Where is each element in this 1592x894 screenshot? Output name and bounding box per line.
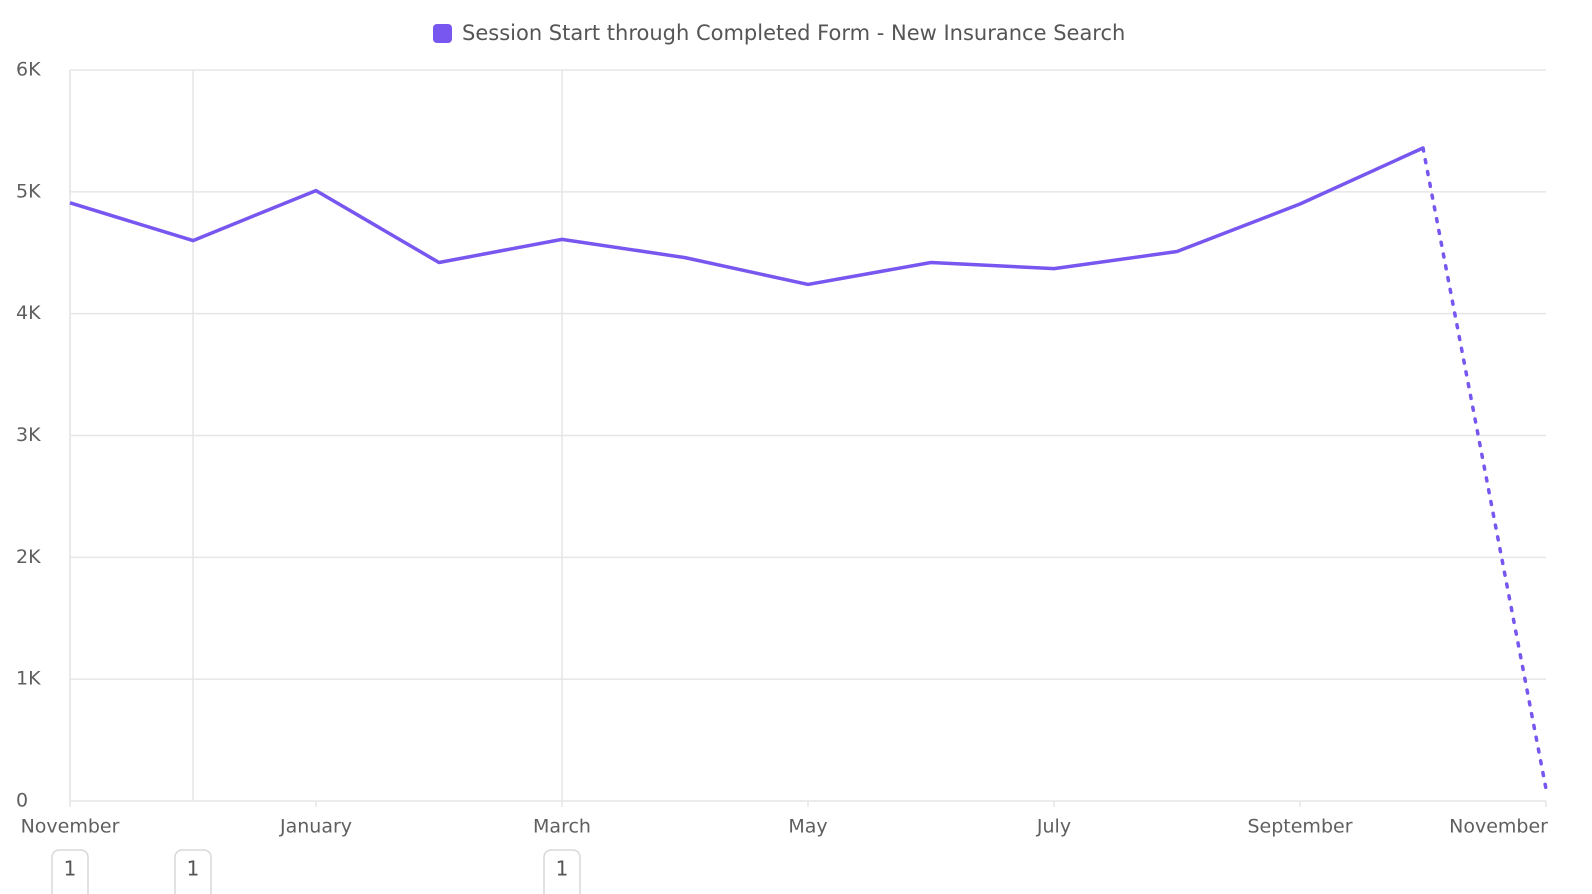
- legend-label: Session Start through Completed Form - N…: [462, 21, 1125, 45]
- x-tick-label: November: [21, 816, 120, 838]
- annotation-badge: [543, 849, 581, 894]
- x-tick-label: March: [533, 816, 591, 838]
- x-tick-label: January: [279, 816, 352, 838]
- x-tick-label: May: [788, 816, 827, 838]
- series-line: [69, 146, 1424, 287]
- x-tick-label: July: [1036, 816, 1071, 838]
- y-tick-label: 3K: [16, 424, 41, 446]
- annotation-label: 1: [64, 857, 77, 881]
- annotation-badge: [174, 849, 212, 894]
- y-tick-label: 2K: [16, 546, 41, 568]
- annotation-label: 1: [556, 857, 569, 881]
- legend-swatch: [433, 24, 452, 43]
- series-line-incomplete: [1421, 146, 1548, 791]
- y-tick-label: 5K: [16, 180, 41, 202]
- y-tick-label: 6K: [16, 59, 41, 81]
- y-tick-label: 1K: [16, 668, 41, 690]
- y-tick-label: 0: [16, 790, 28, 812]
- annotation-badge: [51, 849, 89, 894]
- x-tick-label: September: [1247, 816, 1352, 838]
- legend-item: Session Start through Completed Form - N…: [433, 21, 1125, 45]
- x-tick-label: November: [1449, 816, 1548, 838]
- y-tick-label: 4K: [16, 302, 41, 324]
- annotation-label: 1: [187, 857, 200, 881]
